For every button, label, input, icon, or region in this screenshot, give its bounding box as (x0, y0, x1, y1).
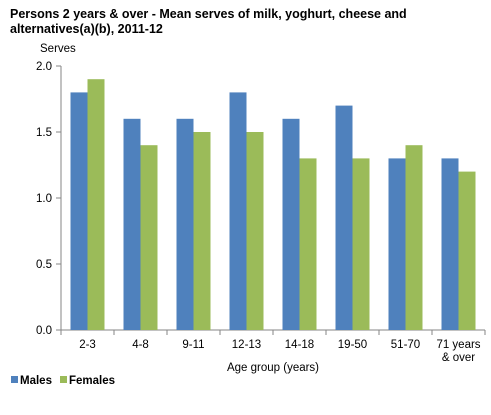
bar-females-0 (87, 79, 105, 330)
y-tick-label: 2.0 (36, 61, 52, 73)
bar-males-1 (123, 118, 141, 330)
y-tick-label: 0.0 (36, 325, 52, 337)
bar-males-6 (388, 158, 406, 330)
bar-males-3 (229, 92, 247, 331)
bar-males-0 (70, 92, 88, 331)
bar-females-4 (299, 158, 317, 330)
x-tick-label: 71 years & over (436, 339, 480, 364)
y-tick-label: 1.5 (36, 127, 52, 139)
bar-males-2 (176, 118, 194, 330)
legend-label-females: Females (69, 375, 115, 387)
bar-females-1 (140, 145, 158, 330)
bar-females-7 (458, 171, 476, 330)
bar-females-6 (405, 145, 423, 330)
chart-title: Persons 2 years & over - Mean serves of … (10, 7, 407, 36)
y-axis-label: Serves (40, 43, 76, 55)
x-tick-label: 51-70 (391, 339, 420, 351)
y-tick-label: 1.0 (36, 193, 52, 205)
x-tick-label: 12-13 (232, 339, 261, 351)
bar-females-5 (352, 158, 370, 330)
y-tick-label: 0.5 (36, 259, 52, 271)
bar-males-5 (335, 105, 353, 330)
x-tick-label: 4-8 (132, 339, 149, 351)
legend-label-males: Males (20, 375, 52, 387)
legend: Males Females (11, 375, 115, 387)
legend-swatch-females (60, 376, 67, 383)
bar-females-2 (193, 132, 211, 330)
x-tick-label: 19-50 (338, 339, 367, 351)
bar-males-7 (441, 158, 459, 330)
x-tick-label: 14-18 (285, 339, 314, 351)
legend-swatch-males (11, 376, 18, 383)
y-axis-ticks: 0.0 0.5 1.0 1.5 2.0 (36, 61, 61, 337)
x-axis-ticks: 2-3 4-8 9-11 12-13 14-18 19-50 51-70 71 years & … (60, 330, 486, 364)
x-axis-label: Age group (years) (227, 362, 319, 374)
bars (70, 79, 476, 331)
x-tick-label: 9-11 (182, 339, 204, 351)
x-tick-label: 2-3 (79, 339, 96, 351)
bar-females-3 (246, 132, 264, 330)
bar-males-4 (282, 118, 300, 330)
